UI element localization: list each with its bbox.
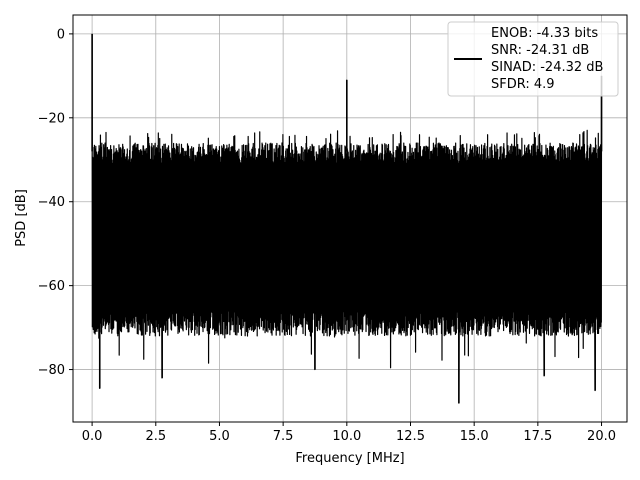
plot-area bbox=[91, 33, 603, 404]
x-axis-label: Frequency [MHz] bbox=[295, 451, 404, 466]
legend: ENOB: -4.33 bits SNR: -24.31 dB SINAD: -… bbox=[447, 21, 619, 97]
legend-entry-enob: ENOB: -4.33 bits bbox=[491, 26, 598, 41]
y-tick-label: −60 bbox=[38, 279, 65, 294]
x-tick-label: 17.5 bbox=[523, 429, 552, 444]
legend-box bbox=[447, 21, 619, 97]
x-tick-label: 20.0 bbox=[587, 429, 616, 444]
x-tick-label: 10.0 bbox=[332, 429, 361, 444]
x-tick-label: 7.5 bbox=[273, 429, 294, 444]
y-tick-label: −20 bbox=[38, 111, 65, 126]
legend-entry-snr: SNR: -24.31 dB bbox=[491, 43, 589, 58]
y-axis-label: PSD [dB] bbox=[14, 189, 29, 247]
x-axis-ticks: 0.0 2.5 5.0 7.5 10.0 12.5 15.0 17.5 20.0 bbox=[82, 422, 616, 444]
x-tick-label: 0.0 bbox=[82, 429, 103, 444]
y-tick-label: −40 bbox=[38, 195, 65, 210]
x-tick-label: 12.5 bbox=[396, 429, 425, 444]
x-tick-label: 5.0 bbox=[209, 429, 230, 444]
x-tick-label: 15.0 bbox=[460, 429, 489, 444]
legend-entry-sinad: SINAD: -24.32 dB bbox=[491, 60, 603, 75]
y-axis-ticks: 0 −20 −40 −60 −80 bbox=[38, 27, 73, 378]
y-tick-label: −80 bbox=[38, 363, 65, 378]
y-tick-label: 0 bbox=[57, 27, 65, 42]
x-tick-label: 2.5 bbox=[145, 429, 166, 444]
axes-frame bbox=[72, 14, 628, 423]
legend-entry-sfdr: SFDR: 4.9 bbox=[491, 77, 555, 92]
